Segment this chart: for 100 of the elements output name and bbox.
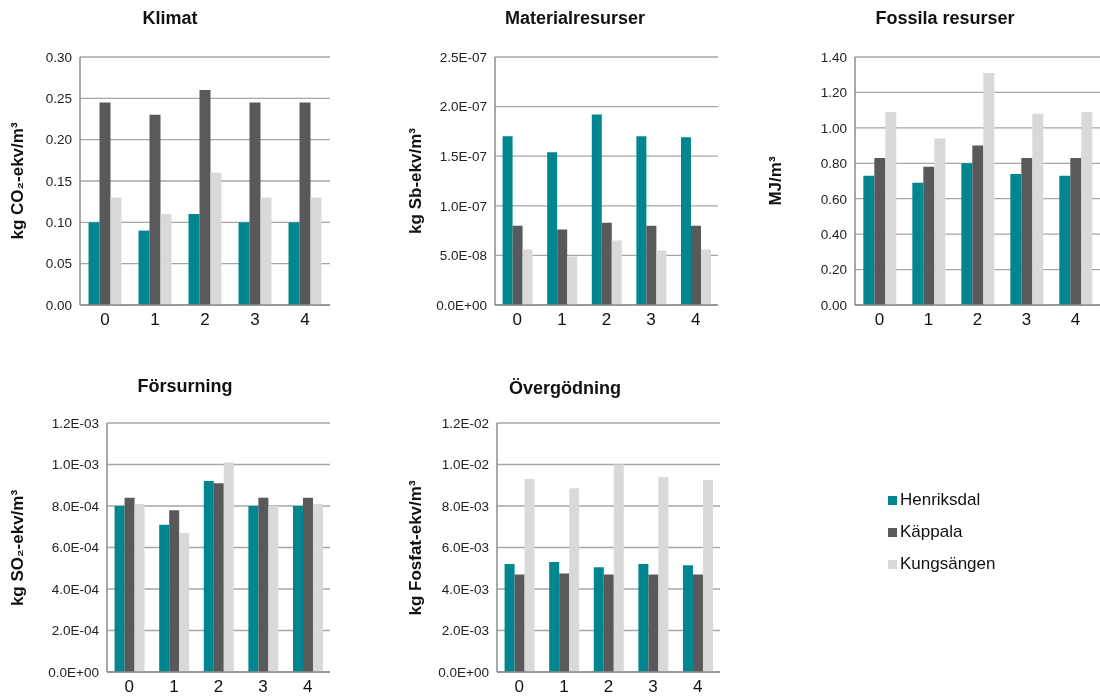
bar	[99, 102, 111, 305]
chart-title: Övergödning	[508, 378, 622, 399]
bar	[567, 256, 578, 305]
bar	[134, 503, 145, 672]
chart-title: Klimat	[141, 8, 199, 29]
y-tick-label: 0.00	[820, 297, 847, 313]
bar	[702, 480, 713, 672]
x-tick-label: 1	[559, 677, 569, 697]
x-tick-label: 0	[874, 310, 885, 330]
y-tick-label: 2.5E-07	[439, 49, 487, 65]
bar	[972, 145, 984, 305]
y-axis-title: MJ/m³	[766, 155, 786, 208]
y-tick-label: 6.0E-04	[51, 540, 100, 556]
bar	[983, 72, 995, 305]
bar	[1081, 111, 1093, 305]
x-tick-label: 3	[646, 310, 656, 330]
bar	[524, 479, 535, 672]
bar	[912, 182, 924, 305]
bar	[88, 222, 100, 305]
bar	[1010, 173, 1022, 305]
x-tick-label: 1	[923, 310, 934, 330]
legend-label: Kungsängen	[900, 554, 996, 574]
x-tick-label: 4	[1070, 310, 1081, 330]
x-tick-label: 2	[603, 677, 614, 697]
bar	[238, 222, 250, 305]
y-tick-label: 2.0E-03	[441, 623, 489, 639]
bar	[169, 510, 180, 672]
y-tick-label: 1.40	[820, 49, 847, 65]
bar	[559, 573, 570, 672]
x-tick-label: 0	[124, 677, 135, 697]
y-tick-label: 5.0E-08	[439, 248, 487, 264]
bar	[114, 506, 125, 672]
x-tick-label: 2	[601, 310, 612, 330]
bar	[692, 574, 703, 672]
bar	[213, 483, 224, 672]
x-tick-label: 2	[213, 677, 224, 697]
y-tick-label: 6.0E-03	[441, 540, 489, 556]
legend-label: Henriksdal	[900, 490, 981, 510]
x-tick-label: 1	[557, 310, 567, 330]
y-tick-label: 1.5E-07	[439, 148, 487, 164]
chart-title: Materialresurser	[503, 8, 647, 29]
bar	[258, 497, 269, 672]
y-tick-label: 2.0E-04	[51, 623, 100, 639]
bar	[159, 524, 170, 672]
y-tick-label: 0.40	[820, 226, 847, 242]
y-tick-label: 0.0E+00	[438, 664, 489, 680]
x-tick-label: 1	[150, 310, 160, 330]
x-tick-label: 4	[690, 310, 701, 330]
bar	[863, 175, 875, 305]
y-tick-label: 0.25	[45, 91, 72, 107]
bar	[260, 197, 272, 305]
bar	[288, 222, 300, 305]
bar	[160, 214, 172, 305]
y-axis-title: kg SO₂-ekv/m³	[8, 488, 28, 608]
bar	[885, 111, 897, 305]
bar	[636, 136, 647, 305]
bar	[310, 197, 322, 305]
y-tick-label: 8.0E-03	[441, 498, 489, 514]
legend-label: Käppala	[900, 522, 963, 542]
chart-title: Försurning	[136, 376, 234, 397]
y-tick-label: 1.0E-03	[51, 457, 99, 473]
bar	[601, 222, 612, 305]
bar	[522, 249, 533, 305]
bar	[569, 488, 580, 672]
y-tick-label: 4.0E-04	[51, 581, 100, 597]
y-tick-label: 0.30	[45, 49, 72, 65]
bar	[502, 136, 513, 305]
x-tick-label: 4	[692, 677, 703, 697]
y-tick-label: 0.20	[45, 132, 72, 148]
x-tick-label: 0	[514, 677, 525, 697]
bar	[299, 102, 311, 305]
y-axis-title: kg CO₂-ekv/m³	[8, 121, 28, 242]
bar	[149, 114, 161, 305]
bar	[110, 197, 122, 305]
bar	[656, 250, 667, 305]
y-tick-label: 0.15	[45, 173, 72, 189]
bar	[179, 532, 190, 672]
bar	[292, 506, 303, 672]
bar	[138, 230, 150, 305]
bar	[188, 214, 200, 305]
x-tick-label: 0	[100, 310, 110, 330]
bar	[591, 114, 602, 305]
y-tick-label: 0.05	[45, 256, 72, 272]
x-tick-label: 3	[250, 310, 260, 330]
y-tick-label: 0.80	[820, 156, 847, 172]
bar	[613, 464, 624, 672]
bar	[646, 225, 657, 305]
bar	[268, 506, 279, 672]
bar	[549, 562, 560, 672]
bar	[249, 102, 261, 305]
bar	[124, 497, 135, 672]
y-axis-title: kg Sb-ekv/m³	[406, 127, 426, 236]
bar	[557, 229, 568, 305]
bar	[593, 567, 604, 672]
bar	[512, 225, 523, 305]
y-tick-label: 0.60	[820, 191, 847, 207]
bar	[248, 506, 259, 672]
x-tick-label: 3	[1021, 310, 1032, 330]
bar	[961, 163, 973, 305]
bar	[199, 90, 211, 305]
